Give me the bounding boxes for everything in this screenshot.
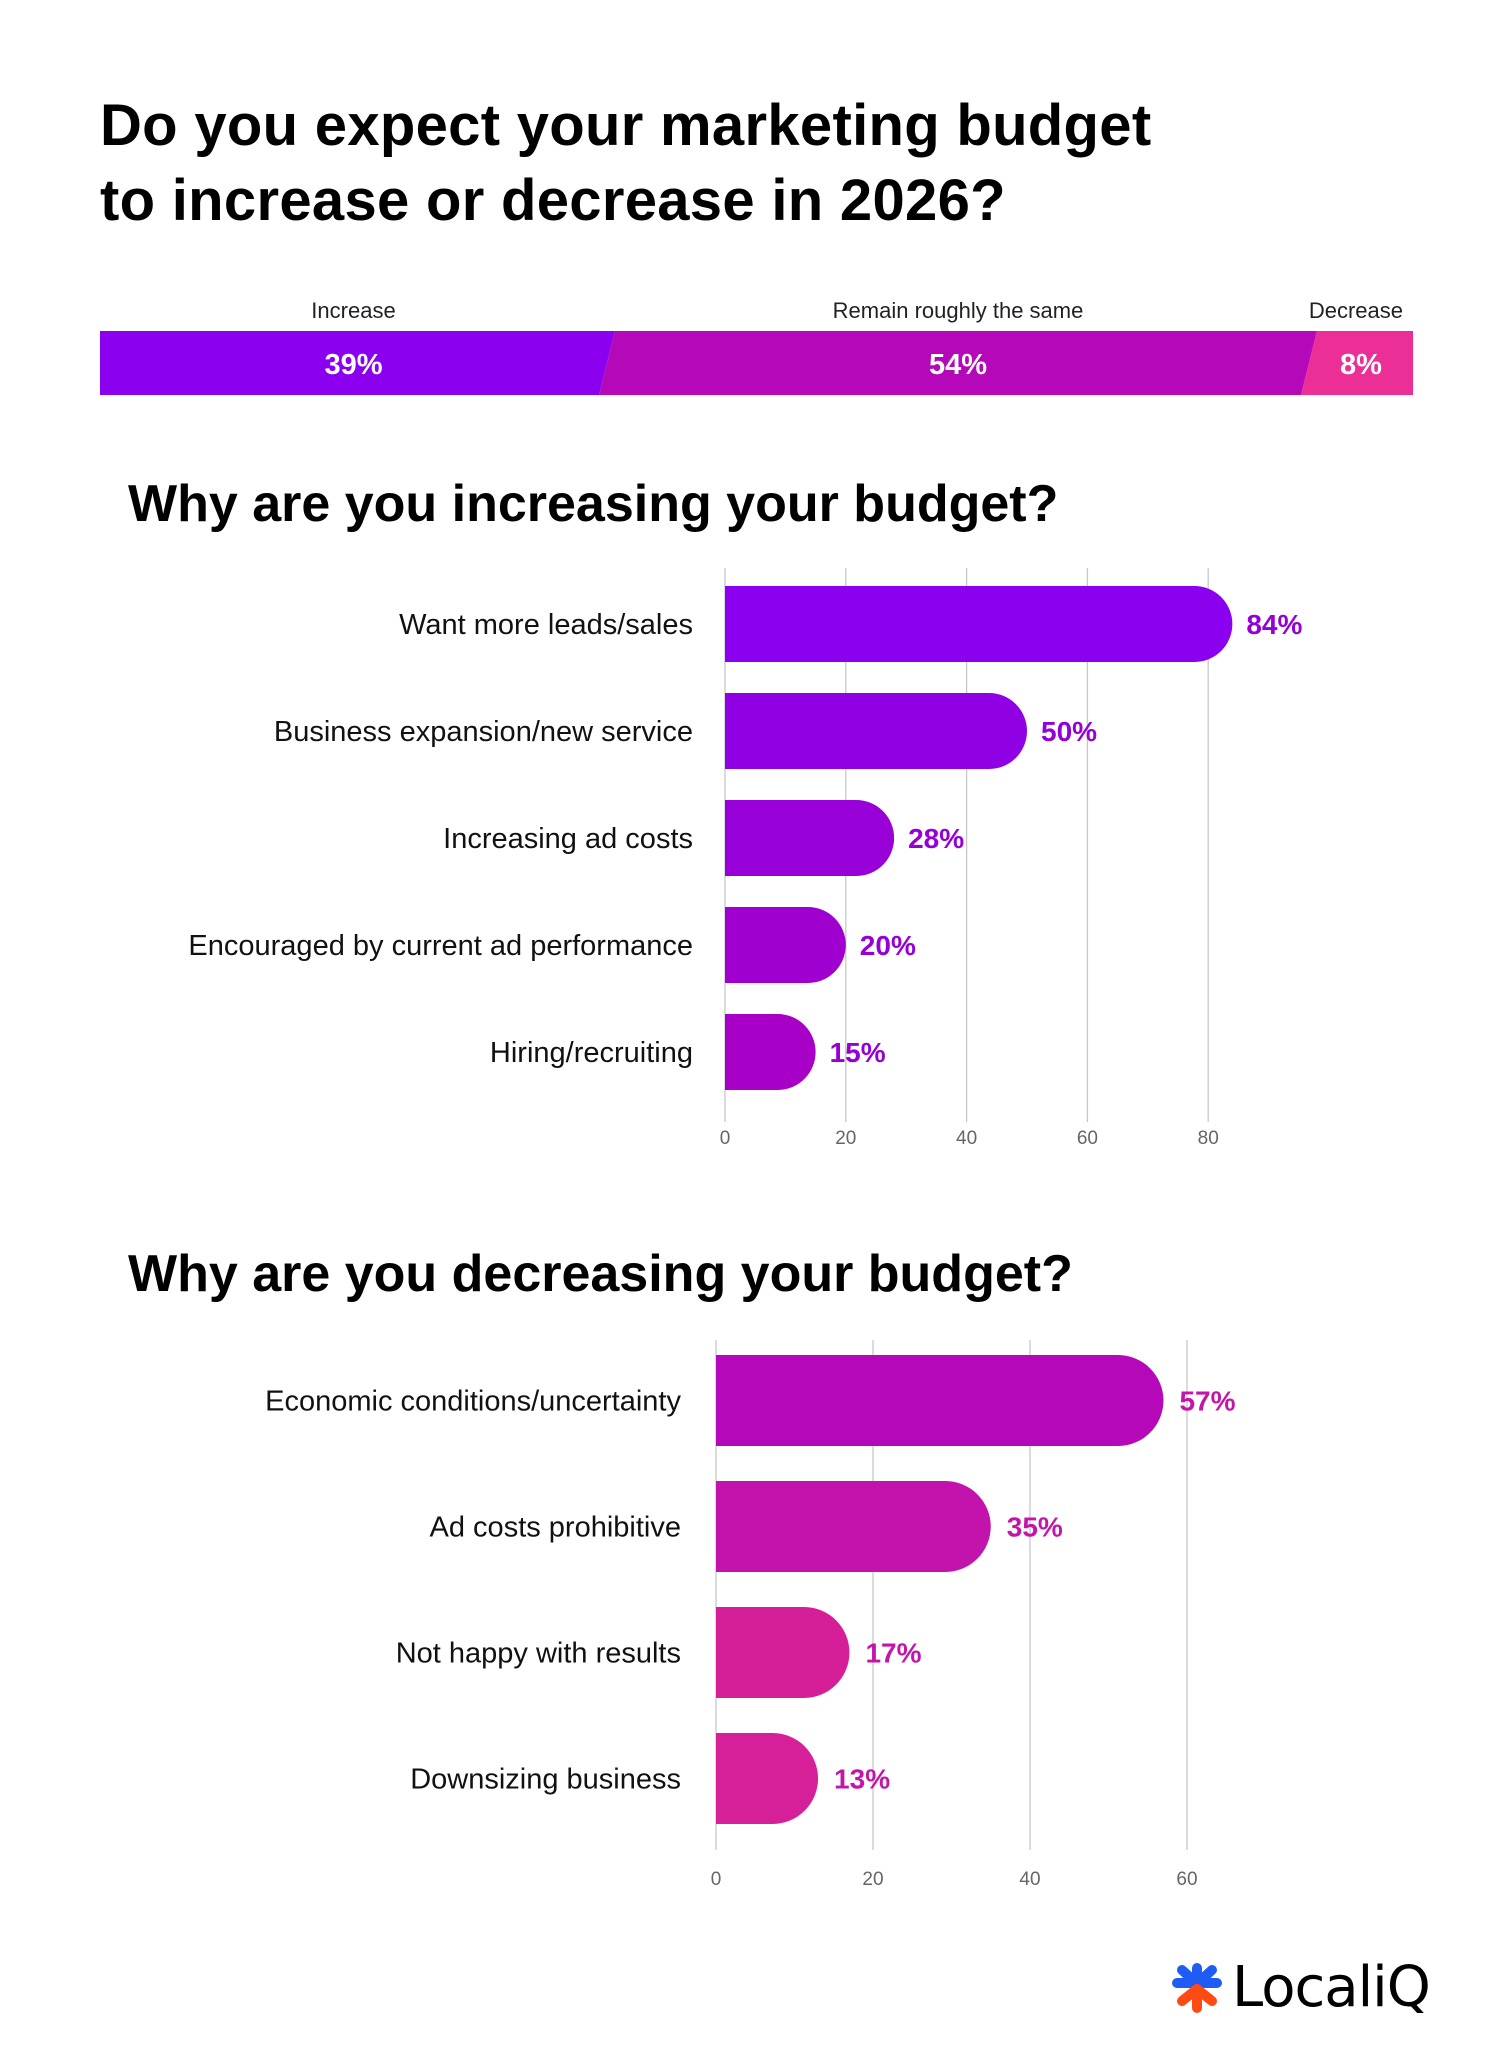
x-tick-label: 20 <box>862 1869 883 1890</box>
bar-value-label: 20% <box>860 930 916 961</box>
category-label: Encouraged by current ad performance <box>188 930 693 962</box>
x-tick-label: 40 <box>956 1128 977 1149</box>
category-label: Economic conditions/uncertainty <box>265 1386 681 1418</box>
localiq-logo: LocaliQ <box>1172 1955 1431 2020</box>
bar-value-label: 35% <box>1007 1512 1063 1543</box>
segment-value-label: 39% <box>324 349 382 381</box>
category-label: Want more leads/sales <box>399 609 693 641</box>
segment-category-label: Decrease <box>1309 298 1403 323</box>
category-label: Not happy with results <box>396 1638 681 1670</box>
bar-value-label: 28% <box>908 823 964 854</box>
title-line-2: to increase or decrease in 2026? <box>100 168 1006 233</box>
bar-3 <box>725 907 846 983</box>
category-label: Business expansion/new service <box>274 716 693 748</box>
bar-2 <box>725 800 895 876</box>
bar-value-label: 13% <box>834 1764 890 1795</box>
stacked-segment-1 <box>599 331 1317 395</box>
bar-value-label: 57% <box>1179 1386 1235 1417</box>
bar-3 <box>716 1733 819 1824</box>
asterisk-logo-icon <box>1172 1962 1222 2013</box>
category-label: Ad costs prohibitive <box>430 1512 681 1544</box>
category-label: Downsizing business <box>410 1764 681 1796</box>
x-tick-label: 60 <box>1176 1869 1197 1890</box>
segment-category-label: Increase <box>311 298 395 323</box>
increasing-reasons-chart: 0 20 40 60 80 84% Want more leads/sales 50% Busi… <box>188 568 1303 1149</box>
bar-0 <box>725 586 1233 662</box>
title-line-1: Do you expect your marketing budget <box>100 93 1152 158</box>
logo-text: LocaliQ <box>1232 1955 1431 2020</box>
x-tick-label: 20 <box>835 1128 856 1149</box>
stacked-segment-0 <box>100 331 615 395</box>
x-tick-label: 0 <box>711 1869 722 1890</box>
x-tick-label: 40 <box>1019 1869 1040 1890</box>
bar-value-label: 50% <box>1041 716 1097 747</box>
x-tick-label: 60 <box>1077 1128 1098 1149</box>
x-tick-label: 80 <box>1198 1128 1219 1149</box>
bar-1 <box>716 1481 991 1572</box>
bar-2 <box>716 1607 850 1698</box>
segment-value-label: 54% <box>929 349 987 381</box>
segment-category-label: Remain roughly the same <box>833 298 1084 323</box>
decreasing-chart-title: Why are you decreasing your budget? <box>128 1245 1073 1303</box>
category-label: Increasing ad costs <box>443 823 693 855</box>
increasing-chart-title: Why are you increasing your budget? <box>128 475 1059 533</box>
bar-value-label: 17% <box>865 1638 921 1669</box>
page-title: Do you expect your marketing budget to i… <box>100 88 1151 238</box>
bar-value-label: 15% <box>830 1037 886 1068</box>
bar-value-label: 84% <box>1246 609 1302 640</box>
bar-1 <box>725 693 1027 769</box>
stacked-segment-2 <box>1301 331 1413 395</box>
segment-value-label: 8% <box>1340 349 1382 381</box>
x-tick-label: 0 <box>720 1128 731 1149</box>
category-label: Hiring/recruiting <box>490 1037 693 1069</box>
bar-0 <box>716 1355 1164 1446</box>
bar-4 <box>725 1014 816 1090</box>
decreasing-reasons-chart: 0 20 40 60 57% Economic conditions/uncertaint… <box>265 1340 1236 1890</box>
budget-expectation-stacked-bar: 39% Increase 54% Remain roughly the same 8% D… <box>100 298 1413 395</box>
